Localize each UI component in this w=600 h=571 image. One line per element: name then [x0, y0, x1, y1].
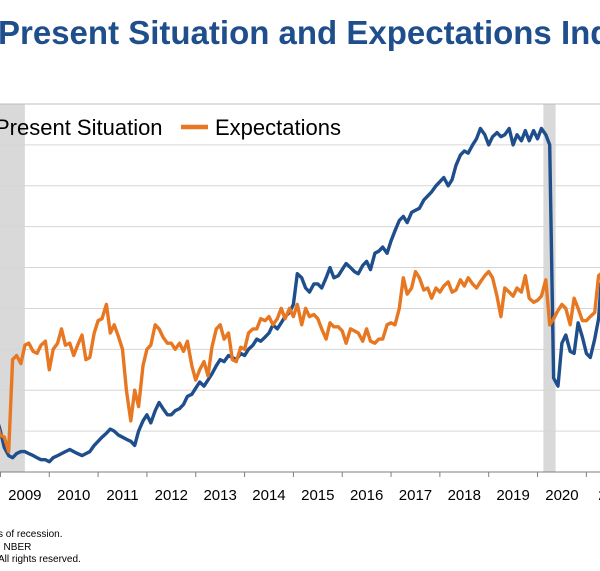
series-layer [0, 126, 600, 464]
x-tick-label: 2010 [57, 487, 90, 504]
x-tick-label: 2018 [448, 487, 481, 504]
legend-label: Expectations [215, 115, 341, 140]
x-tick-label: 2015 [301, 487, 334, 504]
x-tick-label: 2013 [203, 487, 236, 504]
footnote-line: s of recession. [0, 529, 63, 540]
x-tick-label: 2009 [8, 487, 41, 504]
gridlines-layer [0, 103, 600, 473]
x-axis: 2009 2010 2011 2012 2013 2014 2015 2016 2017 2018… [0, 471, 600, 504]
recession-band [0, 104, 25, 472]
footnote-line: All rights reserved. [0, 554, 81, 565]
series-line-expectations [0, 269, 600, 454]
x-tick-label: 2014 [252, 487, 285, 504]
x-tick-label: 2011 [106, 487, 138, 504]
chart-title: Present Situation and Expectations Ind [0, 14, 600, 51]
x-tick-label: 2019 [496, 487, 529, 504]
footnotes: s of recession. ; NBER All rights reserv… [0, 529, 81, 567]
series-line-present-situation [0, 126, 600, 464]
x-tick-label: 2012 [155, 487, 188, 504]
recession-band [543, 104, 556, 472]
x-tick-label: 2020 [545, 487, 578, 504]
x-tick-label: 2017 [399, 487, 432, 504]
legend-label: Present Situation [0, 115, 163, 140]
footnote-line: ; NBER [0, 541, 32, 553]
x-tick-label: 202 [598, 487, 600, 504]
legend: Present Situation Expectations [0, 115, 341, 140]
x-tick-label: 2016 [350, 487, 383, 504]
recession-shading-layer [0, 104, 556, 472]
